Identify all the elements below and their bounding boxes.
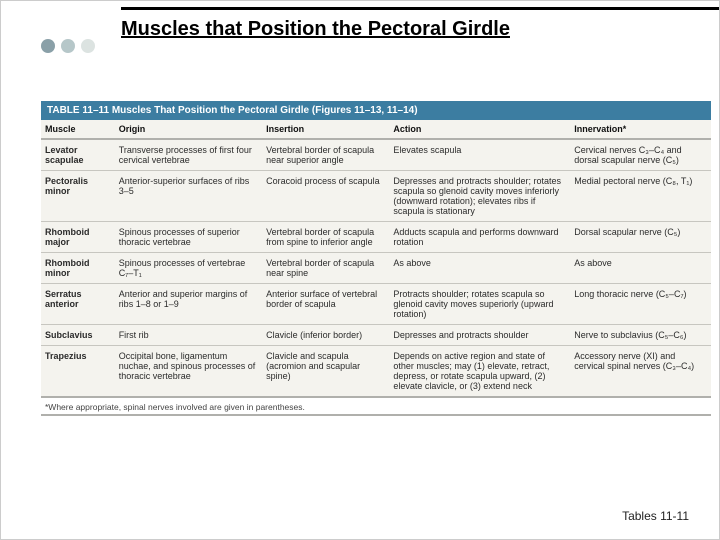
cell-muscle: Rhomboid major bbox=[41, 222, 115, 253]
cell-origin: Spinous processes of vertebrae C₇–T₁ bbox=[115, 253, 262, 284]
cell-action: Protracts shoulder; rotates scapula so g… bbox=[389, 284, 570, 325]
cell-insertion: Coracoid process of scapula bbox=[262, 171, 389, 222]
col-origin: Origin bbox=[115, 120, 262, 139]
table-row: Levator scapulaeTransverse processes of … bbox=[41, 139, 711, 171]
table-row: SubclaviusFirst ribClavicle (inferior bo… bbox=[41, 325, 711, 346]
cell-innervation: Medial pectoral nerve (C₈, T₁) bbox=[570, 171, 711, 222]
table-footnote: *Where appropriate, spinal nerves involv… bbox=[41, 398, 711, 416]
top-line-rule bbox=[121, 7, 719, 10]
col-insertion: Insertion bbox=[262, 120, 389, 139]
cell-innervation: Accessory nerve (XI) and cervical spinal… bbox=[570, 346, 711, 398]
dot-icon bbox=[61, 39, 75, 53]
table-row: Rhomboid minorSpinous processes of verte… bbox=[41, 253, 711, 284]
cell-action: Depends on active region and state of ot… bbox=[389, 346, 570, 398]
table-row: Pectoralis minorAnterior-superior surfac… bbox=[41, 171, 711, 222]
dot-icon bbox=[41, 39, 55, 53]
cell-origin: Occipital bone, ligamentum nuchae, and s… bbox=[115, 346, 262, 398]
table-head: Muscle Origin Insertion Action Innervati… bbox=[41, 120, 711, 139]
cell-innervation: Cervical nerves C₃–C₄ and dorsal scapula… bbox=[570, 139, 711, 171]
cell-muscle: Subclavius bbox=[41, 325, 115, 346]
table-row: TrapeziusOccipital bone, ligamentum nuch… bbox=[41, 346, 711, 398]
cell-action: Depresses and protracts shoulder bbox=[389, 325, 570, 346]
cell-action: Depresses and protracts shoulder; rotate… bbox=[389, 171, 570, 222]
page-title: Muscles that Position the Pectoral Girdl… bbox=[121, 17, 689, 41]
cell-origin: Spinous processes of superior thoracic v… bbox=[115, 222, 262, 253]
cell-origin: Anterior and superior margins of ribs 1–… bbox=[115, 284, 262, 325]
cell-innervation: Long thoracic nerve (C₅–C₇) bbox=[570, 284, 711, 325]
cell-muscle: Serratus anterior bbox=[41, 284, 115, 325]
title-block: Muscles that Position the Pectoral Girdl… bbox=[121, 17, 689, 41]
col-innervation: Innervation* bbox=[570, 120, 711, 139]
cell-innervation: Nerve to subclavius (C₅–C₆) bbox=[570, 325, 711, 346]
table-body: Levator scapulaeTransverse processes of … bbox=[41, 139, 711, 397]
cell-origin: Anterior-superior surfaces of ribs 3–5 bbox=[115, 171, 262, 222]
cell-muscle: Pectoralis minor bbox=[41, 171, 115, 222]
cell-insertion: Anterior surface of vertebral border of … bbox=[262, 284, 389, 325]
cell-insertion: Clavicle (inferior border) bbox=[262, 325, 389, 346]
muscle-table: Muscle Origin Insertion Action Innervati… bbox=[41, 120, 711, 398]
cell-muscle: Rhomboid minor bbox=[41, 253, 115, 284]
cell-origin: Transverse processes of first four cervi… bbox=[115, 139, 262, 171]
dot-icon bbox=[81, 39, 95, 53]
page-footer: Tables 11-11 bbox=[622, 509, 689, 523]
table-container: TABLE 11–11 Muscles That Position the Pe… bbox=[41, 101, 711, 416]
slide-page: { "dots": { "colors": ["#8aa0a8", "#b6c7… bbox=[0, 0, 720, 540]
cell-insertion: Vertebral border of scapula near superio… bbox=[262, 139, 389, 171]
cell-action: As above bbox=[389, 253, 570, 284]
cell-innervation: Dorsal scapular nerve (C₅) bbox=[570, 222, 711, 253]
accent-dots bbox=[41, 39, 95, 53]
cell-innervation: As above bbox=[570, 253, 711, 284]
cell-action: Elevates scapula bbox=[389, 139, 570, 171]
table-caption: TABLE 11–11 Muscles That Position the Pe… bbox=[41, 101, 711, 120]
table-row: Rhomboid majorSpinous processes of super… bbox=[41, 222, 711, 253]
cell-muscle: Trapezius bbox=[41, 346, 115, 398]
cell-insertion: Clavicle and scapula (acromion and scapu… bbox=[262, 346, 389, 398]
cell-insertion: Vertebral border of scapula from spine t… bbox=[262, 222, 389, 253]
cell-insertion: Vertebral border of scapula near spine bbox=[262, 253, 389, 284]
table-row: Serratus anteriorAnterior and superior m… bbox=[41, 284, 711, 325]
cell-origin: First rib bbox=[115, 325, 262, 346]
cell-action: Adducts scapula and performs downward ro… bbox=[389, 222, 570, 253]
cell-muscle: Levator scapulae bbox=[41, 139, 115, 171]
col-action: Action bbox=[389, 120, 570, 139]
col-muscle: Muscle bbox=[41, 120, 115, 139]
